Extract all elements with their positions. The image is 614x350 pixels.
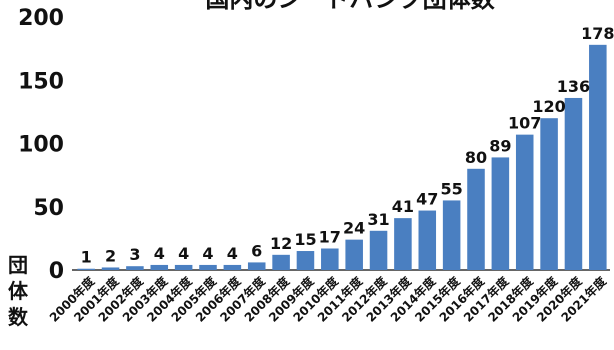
x-axis-ticks: 2000年度2001年度2002年度2003年度2004年度2005年度2006… bbox=[46, 273, 610, 325]
data-label: 24 bbox=[343, 219, 365, 238]
data-label: 12 bbox=[270, 234, 292, 253]
bar bbox=[467, 168, 485, 270]
y-axis-label-char: 団 bbox=[8, 253, 28, 277]
bar bbox=[272, 254, 290, 270]
bars bbox=[77, 44, 607, 271]
bar bbox=[442, 200, 461, 270]
data-label: 80 bbox=[465, 148, 487, 167]
bar bbox=[491, 157, 510, 270]
bar bbox=[223, 264, 242, 270]
data-label: 47 bbox=[416, 190, 438, 209]
data-label: 41 bbox=[392, 197, 414, 216]
bar bbox=[564, 97, 583, 271]
data-label: 15 bbox=[294, 230, 316, 249]
y-tick-label: 100 bbox=[18, 133, 64, 158]
bar bbox=[101, 267, 120, 270]
bar bbox=[394, 218, 412, 270]
bar bbox=[150, 264, 169, 270]
data-label: 55 bbox=[441, 179, 463, 198]
y-tick-label: 200 bbox=[18, 6, 64, 31]
bar bbox=[540, 118, 558, 270]
chart-title: 国内のシードバンク団体数 bbox=[205, 0, 495, 13]
bar bbox=[296, 251, 315, 270]
bar bbox=[199, 264, 217, 270]
y-tick-label: 0 bbox=[49, 259, 64, 284]
bar bbox=[345, 239, 363, 270]
data-label: 136 bbox=[557, 77, 590, 96]
y-axis-label-char: 体 bbox=[8, 279, 29, 303]
bar bbox=[515, 134, 534, 270]
bar bbox=[247, 262, 266, 270]
bar bbox=[174, 264, 193, 270]
data-label: 31 bbox=[367, 210, 389, 229]
bar bbox=[369, 230, 388, 270]
y-axis-label: 団体数 bbox=[8, 253, 29, 329]
bar bbox=[589, 44, 607, 270]
data-label: 107 bbox=[508, 114, 541, 133]
bar bbox=[77, 268, 95, 270]
bar bbox=[321, 248, 339, 270]
data-label: 4 bbox=[227, 244, 238, 263]
y-axis-ticks: 0 50 100 150 200 bbox=[18, 6, 64, 284]
bar bbox=[126, 266, 144, 270]
data-label: 4 bbox=[178, 244, 189, 263]
data-label: 2 bbox=[105, 246, 116, 265]
data-label: 89 bbox=[489, 136, 511, 155]
y-tick-label: 150 bbox=[18, 69, 64, 94]
y-tick-label: 50 bbox=[33, 196, 64, 221]
data-label: 3 bbox=[129, 245, 140, 264]
data-label: 1 bbox=[81, 248, 92, 267]
data-label: 6 bbox=[251, 241, 262, 260]
data-label: 17 bbox=[319, 227, 341, 246]
y-axis-label-char: 数 bbox=[8, 305, 29, 329]
data-label: 4 bbox=[202, 244, 213, 263]
bar bbox=[418, 210, 437, 270]
data-label: 4 bbox=[154, 244, 165, 263]
data-label: 120 bbox=[532, 97, 565, 116]
data-label: 178 bbox=[581, 24, 614, 43]
